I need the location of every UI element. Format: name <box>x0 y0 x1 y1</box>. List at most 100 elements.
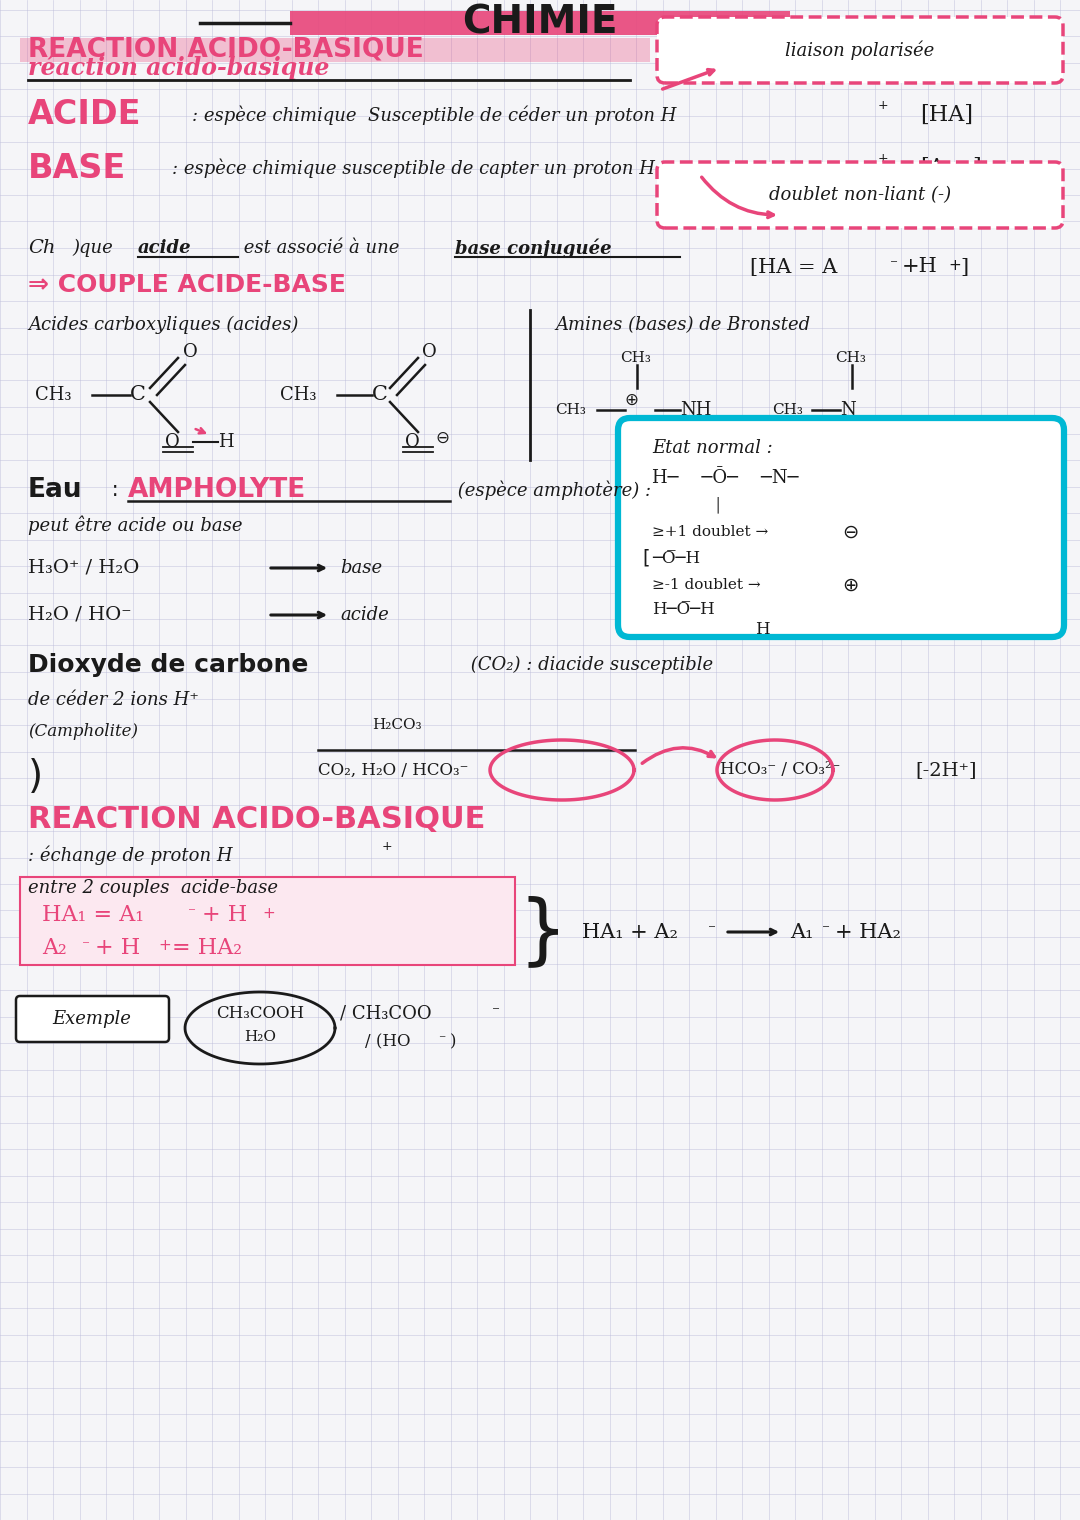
Bar <box>291 11 789 35</box>
Text: [A: [A <box>920 157 945 179</box>
Text: C: C <box>130 386 146 404</box>
Text: ⊖: ⊖ <box>435 429 449 447</box>
Text: CH₃: CH₃ <box>280 386 316 404</box>
Text: CH₃: CH₃ <box>835 351 866 365</box>
Text: + H: + H <box>95 936 140 959</box>
Text: NH: NH <box>680 401 712 420</box>
Text: ): ) <box>450 1034 457 1050</box>
Text: [-2H⁺]: [-2H⁺] <box>915 762 976 778</box>
Text: ⊕: ⊕ <box>624 391 638 409</box>
Text: base conjuguée: base conjuguée <box>455 239 611 258</box>
Text: HA₁ + A₂: HA₁ + A₂ <box>582 923 678 941</box>
Text: / (HO: / (HO <box>365 1034 410 1050</box>
Text: H: H <box>218 433 233 451</box>
Text: ⁻: ⁻ <box>822 923 831 938</box>
Text: [HA]: [HA] <box>920 103 973 126</box>
Text: A₁: A₁ <box>789 923 813 941</box>
Bar <box>21 38 650 62</box>
Text: ⁻: ⁻ <box>960 158 968 173</box>
Text: (CO₂) : diacide susceptible: (CO₂) : diacide susceptible <box>465 655 713 675</box>
Text: liaison polarisée: liaison polarisée <box>785 40 934 59</box>
Bar <box>21 877 515 965</box>
Text: ⊖: ⊖ <box>842 523 859 541</box>
Text: ⁻: ⁻ <box>188 906 195 921</box>
Text: +: + <box>158 938 171 953</box>
Text: H₂O / HO⁻: H₂O / HO⁻ <box>28 606 132 625</box>
Text: CH₃: CH₃ <box>35 386 71 404</box>
Text: [HA = A: [HA = A <box>750 257 837 277</box>
Text: )que: )que <box>72 239 124 257</box>
Text: A₂: A₂ <box>42 936 67 959</box>
FancyBboxPatch shape <box>657 163 1063 228</box>
Text: BASE: BASE <box>28 152 126 184</box>
Text: O: O <box>405 433 420 451</box>
Text: HCO₃⁻ / CO₃²⁻: HCO₃⁻ / CO₃²⁻ <box>720 762 840 778</box>
Text: Etat normal :: Etat normal : <box>652 439 773 458</box>
Text: ≥+1 doublet →: ≥+1 doublet → <box>652 524 768 540</box>
Text: ⁻: ⁻ <box>438 1034 445 1047</box>
Text: ⇒ COUPLE ACIDE-BASE: ⇒ COUPLE ACIDE-BASE <box>28 274 346 296</box>
Text: ⁻: ⁻ <box>890 257 897 272</box>
Text: Acides carboxyliques (acides): Acides carboxyliques (acides) <box>28 316 298 334</box>
Text: (espèce amphotère) :: (espèce amphotère) : <box>453 480 651 500</box>
Text: Dioxyde de carbone: Dioxyde de carbone <box>28 654 309 676</box>
Text: ⊕: ⊕ <box>842 576 859 594</box>
Text: CH₃: CH₃ <box>772 403 802 416</box>
Text: [: [ <box>642 549 649 567</box>
Text: ]: ] <box>960 257 968 277</box>
Text: CHIMIE: CHIMIE <box>462 5 618 43</box>
Text: peut être acide ou base: peut être acide ou base <box>28 515 243 535</box>
Text: AMPHOLYTE: AMPHOLYTE <box>129 477 307 503</box>
Text: N: N <box>840 401 855 420</box>
Text: ACIDE: ACIDE <box>28 99 141 132</box>
Text: H₂O: H₂O <box>244 1031 276 1044</box>
Text: H─O̅─H: H─O̅─H <box>652 602 715 619</box>
Text: ⁻: ⁻ <box>708 923 716 938</box>
Text: :: : <box>105 480 125 500</box>
Text: acide: acide <box>138 239 191 257</box>
Text: : espèce chimique susceptible de capter un proton H: : espèce chimique susceptible de capter … <box>172 158 654 178</box>
Text: REACTION ACIDO-BASIQUE: REACTION ACIDO-BASIQUE <box>28 806 485 834</box>
Text: +: + <box>948 257 961 272</box>
Text: ⁻: ⁻ <box>492 1005 500 1020</box>
Text: / CH₃COO: / CH₃COO <box>340 1005 432 1023</box>
Text: acide: acide <box>340 606 389 625</box>
Text: entre 2 couples  acide-base: entre 2 couples acide-base <box>28 879 278 897</box>
Text: : espèce chimique  Susceptible de céder un proton H: : espèce chimique Susceptible de céder u… <box>192 105 676 125</box>
Text: +H: +H <box>902 257 937 277</box>
Text: + HA₂: + HA₂ <box>835 923 901 941</box>
Text: │: │ <box>714 497 723 514</box>
Text: HA₁ = A₁: HA₁ = A₁ <box>42 904 144 926</box>
Text: +: + <box>262 906 274 921</box>
Text: = HA₂: = HA₂ <box>172 936 242 959</box>
Text: ≥-1 doublet →: ≥-1 doublet → <box>652 578 760 591</box>
Text: + H: + H <box>202 904 247 926</box>
Text: O: O <box>183 344 198 362</box>
Text: O: O <box>422 344 436 362</box>
Text: est associé à une: est associé à une <box>238 239 405 257</box>
Text: réaction acido-basique: réaction acido-basique <box>28 56 329 81</box>
FancyBboxPatch shape <box>657 17 1063 84</box>
Text: +: + <box>878 99 889 112</box>
Text: +: + <box>878 152 889 166</box>
Text: CH₃: CH₃ <box>555 403 585 416</box>
Text: CH₃: CH₃ <box>835 445 866 459</box>
Text: H₃O⁺ / H₂O: H₃O⁺ / H₂O <box>28 559 139 578</box>
Text: ): ) <box>28 758 43 796</box>
Text: H: H <box>755 622 770 638</box>
Text: ⁻: ⁻ <box>82 938 90 953</box>
FancyBboxPatch shape <box>618 418 1064 637</box>
Text: REACTION ACIDO-BASIQUE: REACTION ACIDO-BASIQUE <box>28 36 423 62</box>
Text: CH₃COOH: CH₃COOH <box>216 1006 305 1023</box>
Text: H₂CO₃: H₂CO₃ <box>372 717 421 733</box>
Text: Amines (bases) de Bronsted: Amines (bases) de Bronsted <box>555 316 810 334</box>
Text: de céder 2 ions H⁺: de céder 2 ions H⁺ <box>28 692 199 708</box>
Text: CH₃: CH₃ <box>620 351 651 365</box>
Text: ─O̅─H: ─O̅─H <box>652 550 700 567</box>
FancyBboxPatch shape <box>16 996 168 1043</box>
Text: base: base <box>340 559 382 578</box>
Text: }: } <box>518 895 567 970</box>
Text: Exemple: Exemple <box>53 1009 132 1028</box>
Text: (Campholite): (Campholite) <box>28 724 138 740</box>
Text: CH₃: CH₃ <box>620 445 651 459</box>
